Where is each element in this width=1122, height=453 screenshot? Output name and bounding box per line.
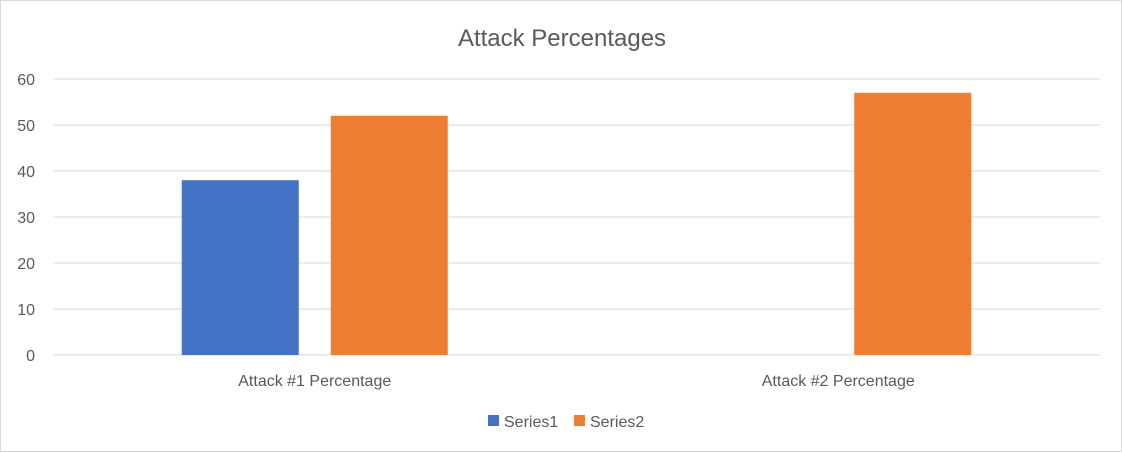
bar-series1-1	[181, 180, 299, 355]
legend-label-series1: Series1	[504, 414, 558, 431]
bars	[181, 92, 972, 356]
y-tick-label: 0	[26, 348, 35, 365]
bar-series2-1	[330, 115, 448, 355]
y-axis-ticks: 0 10 20 30 40 50 60	[17, 72, 35, 365]
y-tick-label: 50	[17, 118, 35, 135]
legend: Series1 Series2	[488, 414, 644, 431]
x-category-label: Attack #2 Percentage	[762, 373, 915, 390]
chart-title: Attack Percentages	[458, 25, 666, 52]
legend-label-series2: Series2	[590, 414, 644, 431]
y-tick-label: 10	[17, 302, 35, 319]
y-tick-label: 30	[17, 210, 35, 227]
y-tick-label: 20	[17, 256, 35, 273]
bar-series2-2	[854, 92, 972, 356]
x-category-label: Attack #1 Percentage	[238, 373, 391, 390]
legend-swatch-series1	[488, 415, 499, 426]
y-tick-label: 60	[17, 72, 35, 89]
y-tick-label: 40	[17, 164, 35, 181]
legend-swatch-series2	[574, 415, 585, 426]
x-axis-categories: Attack #1 Percentage Attack #2 Percentage	[238, 373, 915, 390]
